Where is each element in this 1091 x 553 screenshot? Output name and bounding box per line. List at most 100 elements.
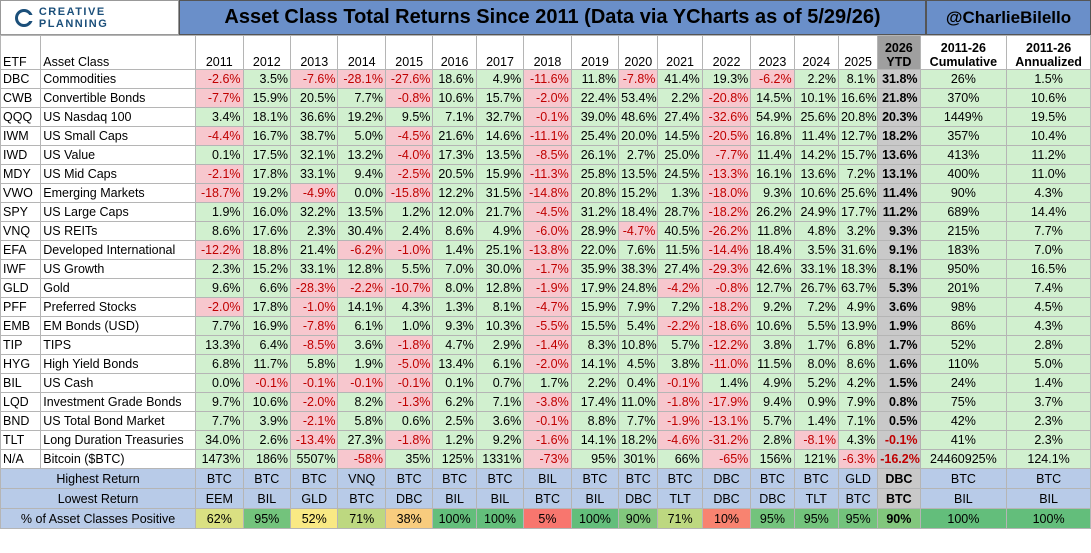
return-cell: 24.5% bbox=[657, 164, 703, 184]
return-cell: 26.2% bbox=[750, 202, 795, 222]
return-cell: 8.0% bbox=[432, 278, 477, 298]
return-cell: 5.7% bbox=[657, 335, 703, 355]
return-cell: 18.4% bbox=[618, 202, 659, 222]
cumulative-return-cell: 201% bbox=[919, 278, 1008, 298]
cumulative-return-cell: 24460925% bbox=[919, 449, 1008, 469]
summary-cell: EEM bbox=[195, 488, 244, 509]
asset-class-name: Bitcoin ($BTC) bbox=[40, 449, 197, 469]
table-row: TLT Long Duration Treasuries 34.0% 2.6% -13.… bbox=[0, 430, 1091, 450]
return-cell: 8.6% bbox=[432, 221, 477, 241]
summary-row-lowest: Lowest Return EEM BIL GLD BTC DBC BIL BIL BTC BIL… bbox=[0, 488, 1091, 509]
annualized-return-cell: 19.5% bbox=[1006, 107, 1091, 127]
summary-annualized-cell: BTC bbox=[1006, 468, 1091, 489]
return-cell: 5.4% bbox=[618, 316, 659, 336]
return-cell: -0.1% bbox=[290, 373, 339, 393]
ytd-header-line1: 2026 bbox=[884, 41, 913, 55]
asset-class-name: Convertible Bonds bbox=[40, 88, 197, 108]
col-header-year: 2019 bbox=[570, 35, 620, 70]
return-cell: 2.5% bbox=[432, 411, 477, 431]
ann-header-line2: Annualized bbox=[1015, 55, 1082, 69]
return-cell: 17.9% bbox=[570, 278, 620, 298]
summary-cell: 52% bbox=[290, 508, 339, 529]
return-cell: 7.7% bbox=[195, 316, 244, 336]
cumulative-return-cell: 689% bbox=[919, 202, 1008, 222]
etf-ticker: BIL bbox=[0, 373, 42, 393]
return-cell: 95% bbox=[570, 449, 620, 469]
col-header-year: 2011 bbox=[195, 35, 244, 70]
summary-cell: 90% bbox=[618, 508, 659, 529]
return-cell: -2.1% bbox=[195, 164, 244, 184]
return-cell: 22.0% bbox=[570, 240, 620, 260]
return-cell: -4.7% bbox=[618, 221, 659, 241]
return-cell: 4.8% bbox=[793, 221, 839, 241]
cumulative-return-cell: 24% bbox=[919, 373, 1008, 393]
annualized-return-cell: 14.4% bbox=[1006, 202, 1091, 222]
ytd-return-cell: 0.5% bbox=[877, 411, 921, 431]
table-row: IWD US Value 0.1% 17.5% 32.1% 13.2% -4.0% 17.3%… bbox=[0, 145, 1091, 165]
asset-class-name: US Large Caps bbox=[40, 202, 197, 222]
summary-cell: BTC bbox=[242, 468, 292, 489]
return-cell: 7.7% bbox=[337, 88, 386, 108]
annualized-return-cell: 1.4% bbox=[1006, 373, 1091, 393]
asset-class-name: US Total Bond Market bbox=[40, 411, 197, 431]
summary-cell: VNQ bbox=[337, 468, 386, 489]
return-cell: 18.2% bbox=[618, 430, 659, 450]
return-cell: 35% bbox=[384, 449, 434, 469]
return-cell: -1.0% bbox=[384, 240, 434, 260]
return-cell: 4.3% bbox=[837, 430, 879, 450]
summary-cell: 38% bbox=[384, 508, 434, 529]
return-cell: -7.7% bbox=[195, 88, 244, 108]
etf-ticker: IWM bbox=[0, 126, 42, 146]
author-handle: @CharlieBilello bbox=[926, 0, 1091, 35]
return-cell: 11.8% bbox=[570, 69, 620, 89]
return-cell: -8.5% bbox=[290, 335, 339, 355]
return-cell: 121% bbox=[793, 449, 839, 469]
return-cell: 13.4% bbox=[432, 354, 477, 374]
return-cell: -0.1% bbox=[337, 373, 386, 393]
return-cell: -18.0% bbox=[701, 183, 752, 203]
return-cell: -4.2% bbox=[657, 278, 703, 298]
return-cell: 10.6% bbox=[750, 316, 795, 336]
summary-cell: BTC bbox=[432, 468, 477, 489]
return-cell: 7.2% bbox=[837, 164, 879, 184]
etf-ticker: SPY bbox=[0, 202, 42, 222]
etf-ticker: MDY bbox=[0, 164, 42, 184]
ytd-return-cell: 1.7% bbox=[877, 335, 921, 355]
return-cell: 2.8% bbox=[750, 430, 795, 450]
asset-class-name: Gold bbox=[40, 278, 197, 298]
annualized-return-cell: 10.4% bbox=[1006, 126, 1091, 146]
ytd-return-cell: 1.5% bbox=[877, 373, 921, 393]
annualized-return-cell: 2.3% bbox=[1006, 430, 1091, 450]
summary-cell: BTC bbox=[793, 468, 839, 489]
return-cell: 25.6% bbox=[793, 107, 839, 127]
summary-cell: BTC bbox=[750, 468, 795, 489]
etf-ticker: IWD bbox=[0, 145, 42, 165]
return-cell: 16.9% bbox=[242, 316, 292, 336]
return-cell: -6.0% bbox=[523, 221, 572, 241]
return-cell: 5.7% bbox=[750, 411, 795, 431]
summary-cell: 71% bbox=[337, 508, 386, 529]
return-cell: 28.7% bbox=[657, 202, 703, 222]
return-cell: -2.0% bbox=[523, 354, 572, 374]
summary-cell: 95% bbox=[242, 508, 292, 529]
asset-class-name: TIPS bbox=[40, 335, 197, 355]
return-cell: 7.9% bbox=[837, 392, 879, 412]
return-cell: 13.6% bbox=[793, 164, 839, 184]
cum-header-line1: 2011-26 bbox=[940, 41, 986, 55]
cum-header-line2: Cumulative bbox=[929, 55, 998, 69]
ytd-return-cell: 13.1% bbox=[877, 164, 921, 184]
return-cell: 48.6% bbox=[618, 107, 659, 127]
etf-ticker: TIP bbox=[0, 335, 42, 355]
return-cell: -1.9% bbox=[657, 411, 703, 431]
return-cell: -12.2% bbox=[195, 240, 244, 260]
ytd-return-cell: 20.3% bbox=[877, 107, 921, 127]
table-row: PFF Preferred Stocks -2.0% 17.8% -1.0% 14.1% 4… bbox=[0, 297, 1091, 317]
return-cell: 11.7% bbox=[242, 354, 292, 374]
return-cell: 20.5% bbox=[432, 164, 477, 184]
summary-cumulative-cell: 100% bbox=[919, 508, 1008, 529]
annualized-return-cell: 4.3% bbox=[1006, 183, 1091, 203]
return-cell: 12.2% bbox=[432, 183, 477, 203]
return-cell: 40.5% bbox=[657, 221, 703, 241]
return-cell: 6.1% bbox=[337, 316, 386, 336]
return-cell: 3.5% bbox=[793, 240, 839, 260]
